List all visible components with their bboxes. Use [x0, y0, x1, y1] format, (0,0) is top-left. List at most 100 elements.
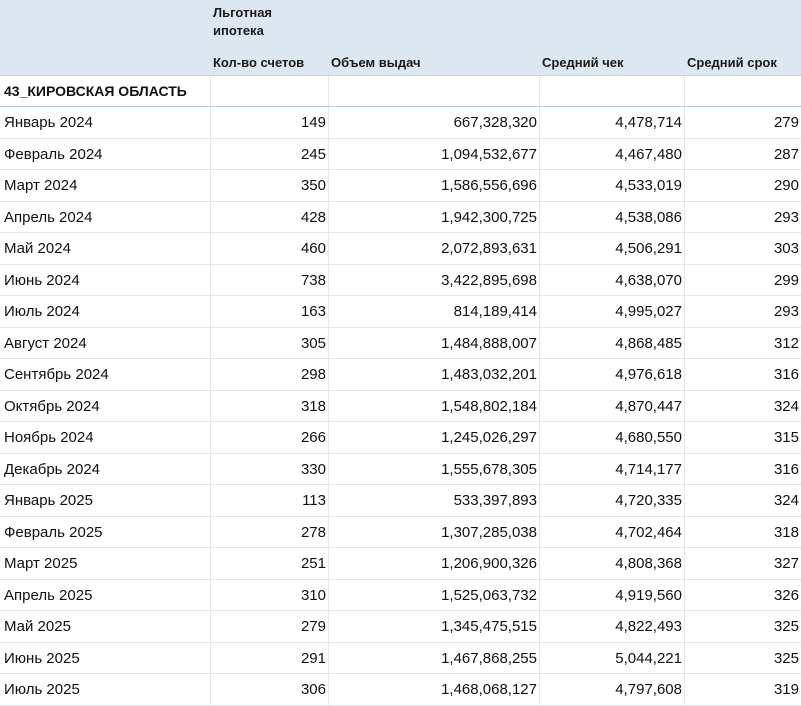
avg-term-cell[interactable]: 327 — [773, 555, 799, 572]
header-count[interactable]: Кол-во счетов — [213, 55, 305, 70]
volume-cell[interactable]: 1,548,802,184 — [441, 397, 537, 415]
month-cell[interactable]: Апрель 2025 — [4, 586, 93, 604]
volume-cell[interactable]: 1,245,026,297 — [441, 429, 537, 446]
count-cell[interactable]: 266 — [300, 429, 326, 446]
header-group-label[interactable]: Льготная ипотека — [213, 4, 323, 40]
avg-check-cell[interactable]: 4,467,480 — [615, 145, 682, 163]
avg-check-cell[interactable]: 4,995,027 — [615, 303, 682, 320]
avg-check-cell[interactable]: 4,797,608 — [615, 681, 682, 698]
avg-check-cell[interactable]: 4,919,560 — [615, 586, 682, 604]
count-cell[interactable]: 460 — [300, 240, 326, 257]
header-avg-check[interactable]: Средний чек — [542, 55, 624, 70]
month-cell[interactable]: Февраль 2025 — [4, 523, 103, 541]
month-cell[interactable]: Август 2024 — [4, 334, 87, 352]
count-cell[interactable]: 350 — [300, 177, 326, 194]
avg-check-cell[interactable]: 4,808,368 — [615, 555, 682, 572]
volume-cell[interactable]: 1,467,868,255 — [441, 649, 537, 667]
avg-term-cell[interactable]: 325 — [773, 649, 799, 667]
count-cell[interactable]: 279 — [300, 618, 326, 635]
avg-check-cell[interactable]: 4,533,019 — [615, 177, 682, 194]
volume-cell[interactable]: 1,555,678,305 — [441, 460, 537, 478]
volume-cell[interactable]: 814,189,414 — [453, 303, 537, 320]
volume-cell[interactable]: 1,307,285,038 — [441, 523, 537, 541]
avg-check-cell[interactable]: 4,976,618 — [615, 366, 682, 383]
avg-term-cell[interactable]: 279 — [773, 114, 799, 131]
month-cell[interactable]: Декабрь 2024 — [4, 460, 101, 478]
count-cell[interactable]: 305 — [300, 334, 326, 352]
month-cell[interactable]: Май 2024 — [4, 240, 71, 257]
month-cell[interactable]: Февраль 2024 — [4, 145, 103, 163]
count-cell[interactable]: 149 — [300, 114, 326, 131]
avg-check-cell[interactable]: 4,720,335 — [615, 492, 682, 509]
avg-check-cell[interactable]: 4,538,086 — [615, 208, 682, 226]
month-cell[interactable]: Март 2025 — [4, 555, 78, 572]
month-cell[interactable]: Июнь 2024 — [4, 271, 80, 289]
count-cell[interactable]: 113 — [302, 492, 326, 509]
count-cell[interactable]: 310 — [300, 586, 326, 604]
avg-term-cell[interactable]: 290 — [773, 177, 799, 194]
volume-cell[interactable]: 1,525,063,732 — [441, 586, 537, 604]
month-cell[interactable]: Июль 2025 — [4, 681, 80, 698]
avg-term-cell[interactable]: 293 — [773, 208, 799, 226]
avg-check-cell[interactable]: 5,044,221 — [615, 649, 682, 667]
volume-cell[interactable]: 667,328,320 — [453, 114, 537, 131]
volume-cell[interactable]: 533,397,893 — [453, 492, 537, 509]
avg-term-cell[interactable]: 325 — [773, 618, 799, 635]
count-cell[interactable]: 318 — [300, 397, 326, 415]
month-cell[interactable]: Январь 2024 — [4, 114, 93, 131]
avg-check-cell[interactable]: 4,870,447 — [615, 397, 682, 415]
volume-cell[interactable]: 1,483,032,201 — [441, 366, 537, 383]
count-cell[interactable]: 278 — [300, 523, 326, 541]
month-cell[interactable]: Март 2024 — [4, 177, 78, 194]
avg-term-cell[interactable]: 316 — [773, 366, 799, 383]
month-cell[interactable]: Ноябрь 2024 — [4, 429, 94, 446]
volume-cell[interactable]: 2,072,893,631 — [441, 240, 537, 257]
volume-cell[interactable]: 3,422,895,698 — [441, 271, 537, 289]
count-cell[interactable]: 163 — [300, 303, 326, 320]
avg-term-cell[interactable]: 293 — [773, 303, 799, 320]
volume-cell[interactable]: 1,345,475,515 — [441, 618, 537, 635]
avg-check-cell[interactable]: 4,714,177 — [615, 460, 682, 478]
avg-term-cell[interactable]: 326 — [773, 586, 799, 604]
region-label[interactable]: 43_КИРОВСКАЯ ОБЛАСТЬ — [4, 83, 187, 99]
month-cell[interactable]: Май 2025 — [4, 618, 71, 635]
avg-check-cell[interactable]: 4,822,493 — [615, 618, 682, 635]
month-cell[interactable]: Октябрь 2024 — [4, 397, 100, 415]
volume-cell[interactable]: 1,468,068,127 — [441, 681, 537, 698]
avg-term-cell[interactable]: 287 — [773, 145, 799, 163]
volume-cell[interactable]: 1,586,556,696 — [441, 177, 537, 194]
avg-term-cell[interactable]: 319 — [773, 681, 799, 698]
count-cell[interactable]: 298 — [300, 366, 326, 383]
avg-check-cell[interactable]: 4,638,070 — [615, 271, 682, 289]
volume-cell[interactable]: 1,942,300,725 — [441, 208, 537, 226]
count-cell[interactable]: 251 — [300, 555, 326, 572]
volume-cell[interactable]: 1,484,888,007 — [441, 334, 537, 352]
avg-check-cell[interactable]: 4,680,550 — [615, 429, 682, 446]
avg-term-cell[interactable]: 303 — [773, 240, 799, 257]
header-volume[interactable]: Объем выдач — [331, 55, 421, 70]
avg-check-cell[interactable]: 4,478,714 — [615, 114, 682, 131]
month-cell[interactable]: Июль 2024 — [4, 303, 80, 320]
month-cell[interactable]: Январь 2025 — [4, 492, 93, 509]
month-cell[interactable]: Сентябрь 2024 — [4, 366, 109, 383]
avg-check-cell[interactable]: 4,506,291 — [615, 240, 682, 257]
avg-term-cell[interactable]: 315 — [773, 429, 799, 446]
count-cell[interactable]: 738 — [300, 271, 326, 289]
count-cell[interactable]: 291 — [300, 649, 326, 667]
volume-cell[interactable]: 1,094,532,677 — [441, 145, 537, 163]
avg-term-cell[interactable]: 318 — [773, 523, 799, 541]
avg-check-cell[interactable]: 4,868,485 — [615, 334, 682, 352]
volume-cell[interactable]: 1,206,900,326 — [441, 555, 537, 572]
avg-term-cell[interactable]: 324 — [773, 397, 799, 415]
month-cell[interactable]: Июнь 2025 — [4, 649, 80, 667]
count-cell[interactable]: 428 — [300, 208, 326, 226]
month-cell[interactable]: Апрель 2024 — [4, 208, 93, 226]
avg-term-cell[interactable]: 312 — [773, 334, 799, 352]
header-avg-term[interactable]: Средний срок — [687, 55, 777, 70]
avg-term-cell[interactable]: 316 — [773, 460, 799, 478]
avg-check-cell[interactable]: 4,702,464 — [615, 523, 682, 541]
count-cell[interactable]: 306 — [300, 681, 326, 698]
count-cell[interactable]: 245 — [300, 145, 326, 163]
count-cell[interactable]: 330 — [300, 460, 326, 478]
avg-term-cell[interactable]: 324 — [773, 492, 799, 509]
